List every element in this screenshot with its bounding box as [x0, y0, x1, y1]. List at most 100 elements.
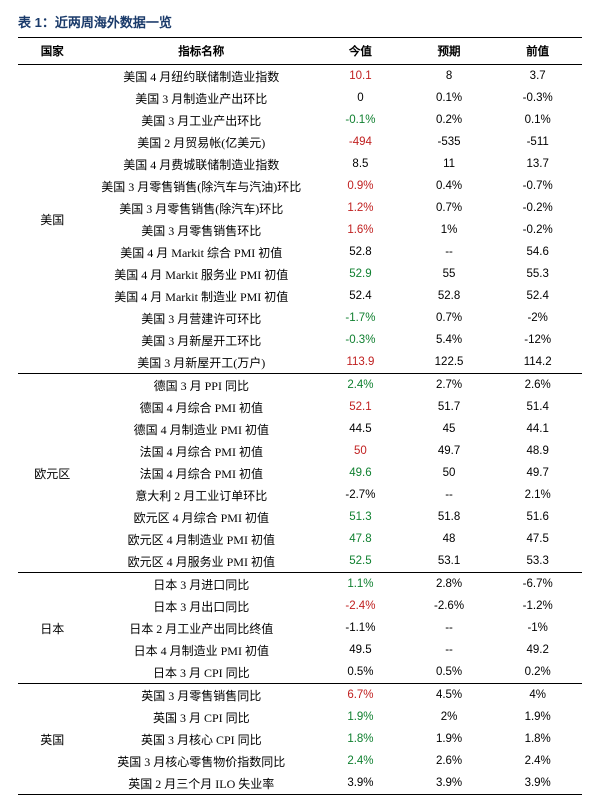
current-cell: 52.8 [316, 241, 405, 263]
current-cell: 8.5 [316, 153, 405, 175]
current-cell: 3.9% [316, 772, 405, 795]
col-forecast: 预期 [405, 38, 494, 65]
indicator-cell: 日本 2 月工业产出同比终值 [86, 617, 316, 639]
col-country: 国家 [18, 38, 86, 65]
current-cell: -2.4% [316, 595, 405, 617]
forecast-cell: 45 [405, 418, 494, 440]
table-row: 欧元区 4 月制造业 PMI 初值47.84847.5 [18, 528, 582, 550]
indicator-cell: 美国 3 月零售销售(除汽车)环比 [86, 197, 316, 219]
current-cell: 113.9 [316, 351, 405, 374]
forecast-cell: 53.1 [405, 550, 494, 573]
table-row: 美国 4 月 Markit 制造业 PMI 初值52.452.852.4 [18, 285, 582, 307]
forecast-cell: 49.7 [405, 440, 494, 462]
indicator-cell: 德国 3 月 PPI 同比 [86, 374, 316, 397]
current-cell: -1.1% [316, 617, 405, 639]
group: 欧元区德国 3 月 PPI 同比2.4%2.7%2.6%德国 4 月综合 PMI… [18, 374, 582, 573]
indicator-cell: 美国 3 月工业产出环比 [86, 109, 316, 131]
previous-cell: 54.6 [493, 241, 582, 263]
previous-cell: 2.1% [493, 484, 582, 506]
indicator-cell: 美国 3 月新屋开工环比 [86, 329, 316, 351]
previous-cell: 44.1 [493, 418, 582, 440]
forecast-cell: -- [405, 241, 494, 263]
forecast-cell: -- [405, 639, 494, 661]
previous-cell: 49.7 [493, 462, 582, 484]
table-row: 法国 4 月综合 PMI 初值5049.748.9 [18, 440, 582, 462]
indicator-cell: 日本 3 月进口同比 [86, 573, 316, 596]
col-indicator: 指标名称 [86, 38, 316, 65]
previous-cell: -0.3% [493, 87, 582, 109]
forecast-cell: 0.2% [405, 109, 494, 131]
current-cell: -2.7% [316, 484, 405, 506]
indicator-cell: 意大利 2 月工业订单环比 [86, 484, 316, 506]
current-cell: 2.4% [316, 374, 405, 397]
forecast-cell: -- [405, 484, 494, 506]
current-cell: 52.5 [316, 550, 405, 573]
current-cell: 2.4% [316, 750, 405, 772]
forecast-cell: 2.8% [405, 573, 494, 596]
table-row: 日本 3 月 CPI 同比0.5%0.5%0.2% [18, 661, 582, 684]
indicator-cell: 美国 4 月 Markit 服务业 PMI 初值 [86, 263, 316, 285]
indicator-cell: 美国 4 月 Markit 综合 PMI 初值 [86, 241, 316, 263]
forecast-cell: 0.7% [405, 307, 494, 329]
forecast-cell: 5.4% [405, 329, 494, 351]
forecast-cell: 51.8 [405, 506, 494, 528]
previous-cell: 53.3 [493, 550, 582, 573]
previous-cell: 52.4 [493, 285, 582, 307]
indicator-cell: 日本 4 月制造业 PMI 初值 [86, 639, 316, 661]
forecast-cell: 2% [405, 706, 494, 728]
table-row: 英国 3 月 CPI 同比1.9%2%1.9% [18, 706, 582, 728]
current-cell: 0 [316, 87, 405, 109]
current-cell: -0.3% [316, 329, 405, 351]
forecast-cell: 52.8 [405, 285, 494, 307]
forecast-cell: 11 [405, 153, 494, 175]
previous-cell: 55.3 [493, 263, 582, 285]
current-cell: 0.9% [316, 175, 405, 197]
indicator-cell: 美国 3 月零售销售环比 [86, 219, 316, 241]
indicator-cell: 美国 3 月新屋开工(万户) [86, 351, 316, 374]
country-cell: 英国 [18, 684, 86, 795]
previous-cell: -6.7% [493, 573, 582, 596]
current-cell: 1.2% [316, 197, 405, 219]
indicator-cell: 欧元区 4 月综合 PMI 初值 [86, 506, 316, 528]
indicator-cell: 日本 3 月出口同比 [86, 595, 316, 617]
table-row: 意大利 2 月工业订单环比-2.7%--2.1% [18, 484, 582, 506]
current-cell: -1.7% [316, 307, 405, 329]
col-previous: 前值 [493, 38, 582, 65]
forecast-cell: 3.9% [405, 772, 494, 795]
table-row: 美国 4 月 Markit 服务业 PMI 初值52.95555.3 [18, 263, 582, 285]
table-row: 美国 4 月 Markit 综合 PMI 初值52.8--54.6 [18, 241, 582, 263]
current-cell: -494 [316, 131, 405, 153]
forecast-cell: 0.1% [405, 87, 494, 109]
current-cell: 1.6% [316, 219, 405, 241]
previous-cell: 13.7 [493, 153, 582, 175]
header-row: 国家 指标名称 今值 预期 前值 [18, 38, 582, 65]
forecast-cell: 0.4% [405, 175, 494, 197]
forecast-cell: 8 [405, 65, 494, 88]
forecast-cell: -535 [405, 131, 494, 153]
indicator-cell: 美国 4 月纽约联储制造业指数 [86, 65, 316, 88]
table-title: 表 1：近两周海外数据一览 [18, 12, 582, 31]
previous-cell: 47.5 [493, 528, 582, 550]
forecast-cell: 1% [405, 219, 494, 241]
current-cell: 1.8% [316, 728, 405, 750]
table-row: 英国 3 月核心 CPI 同比1.8%1.9%1.8% [18, 728, 582, 750]
current-cell: -0.1% [316, 109, 405, 131]
current-cell: 44.5 [316, 418, 405, 440]
current-cell: 0.5% [316, 661, 405, 684]
indicator-cell: 美国 4 月 Markit 制造业 PMI 初值 [86, 285, 316, 307]
forecast-cell: 0.5% [405, 661, 494, 684]
current-cell: 52.4 [316, 285, 405, 307]
forecast-cell: 48 [405, 528, 494, 550]
table-row: 美国 3 月零售销售(除汽车与汽油)环比0.9%0.4%-0.7% [18, 175, 582, 197]
group: 英国英国 3 月零售销售同比6.7%4.5%4%英国 3 月 CPI 同比1.9… [18, 684, 582, 795]
previous-cell: -0.7% [493, 175, 582, 197]
forecast-cell: 50 [405, 462, 494, 484]
table-row: 日本 3 月出口同比-2.4%-2.6%-1.2% [18, 595, 582, 617]
table-row: 德国 4 月综合 PMI 初值52.151.751.4 [18, 396, 582, 418]
indicator-cell: 美国 3 月营建许可环比 [86, 307, 316, 329]
country-cell: 欧元区 [18, 374, 86, 573]
table-row: 美国 3 月新屋开工(万户)113.9122.5114.2 [18, 351, 582, 374]
indicator-cell: 欧元区 4 月制造业 PMI 初值 [86, 528, 316, 550]
current-cell: 6.7% [316, 684, 405, 707]
indicator-cell: 英国 3 月零售销售同比 [86, 684, 316, 707]
